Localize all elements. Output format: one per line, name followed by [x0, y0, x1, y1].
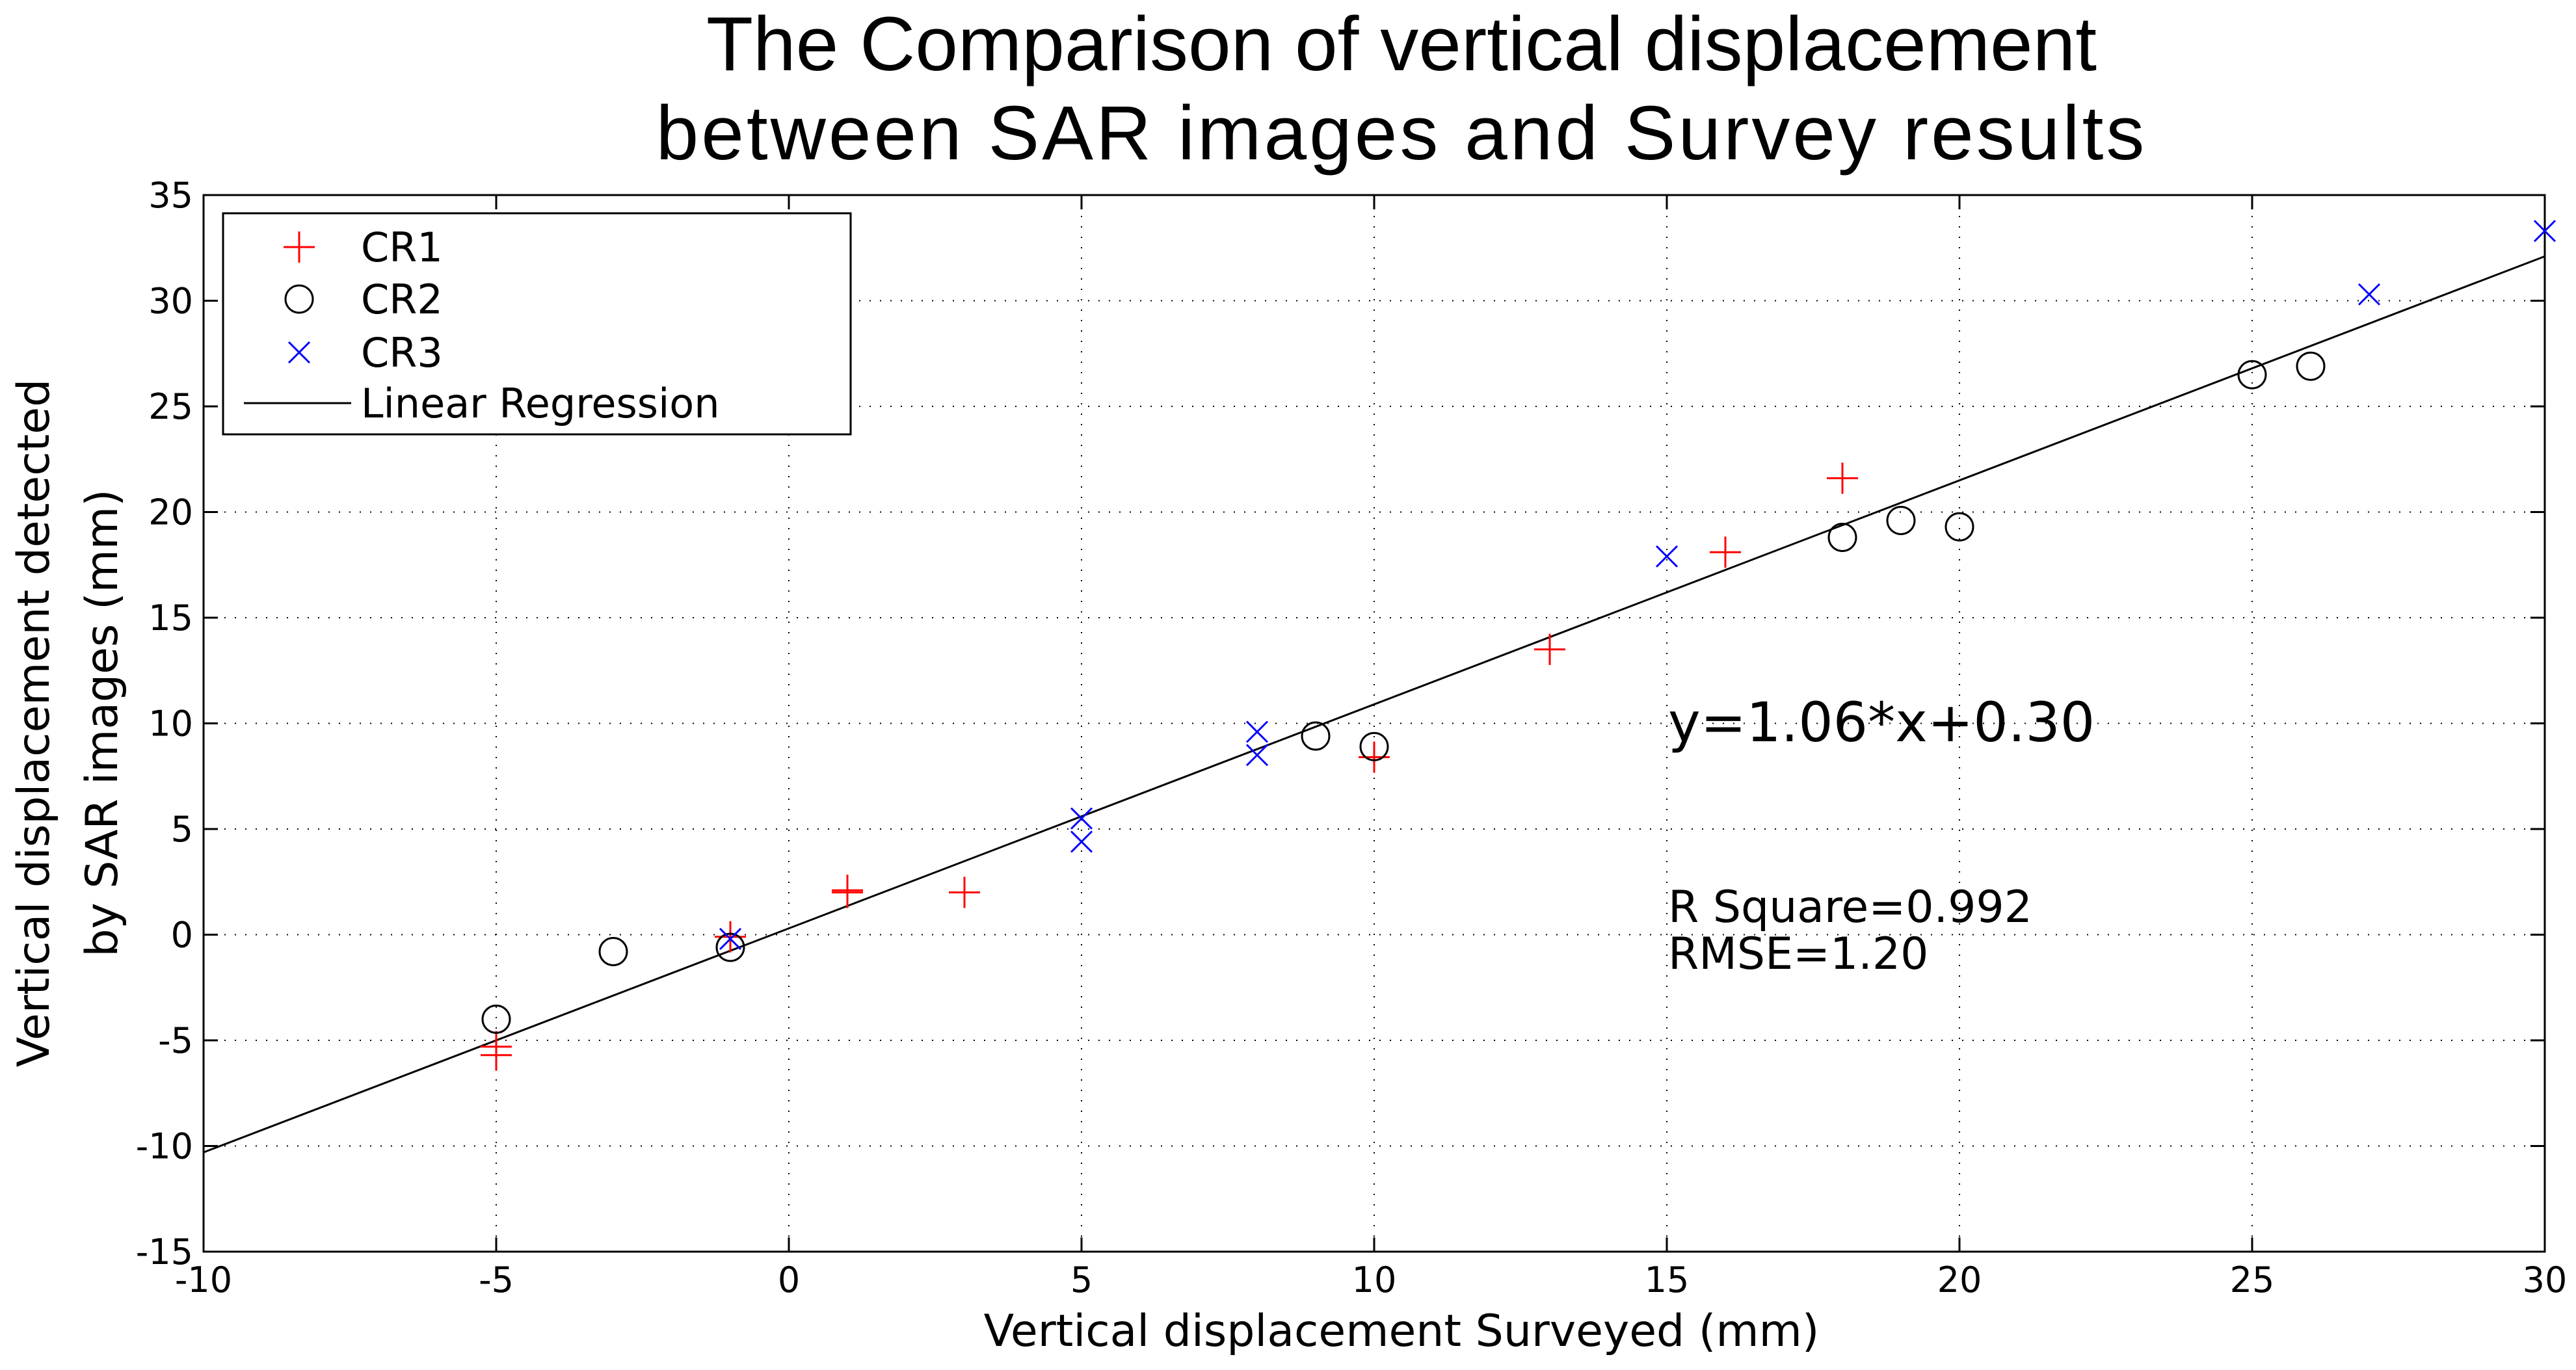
cr1-point [481, 1039, 512, 1071]
legend-label-cr3: CR3 [361, 329, 443, 376]
cr3-point [1655, 545, 1679, 568]
y-tick-label: 35 [148, 175, 193, 216]
x-tick-label: 30 [2523, 1259, 2568, 1300]
axis-ticks [202, 194, 2546, 1253]
cr3-point [719, 927, 742, 951]
cr2-point [2237, 360, 2267, 389]
data-markers [481, 220, 2556, 1071]
cr1-point [832, 876, 863, 908]
legend-marker-cr3 [287, 341, 311, 364]
y-tick-label: -5 [158, 1020, 193, 1061]
legend: CR1 CR2 CR3 Linear Regression [222, 212, 852, 436]
y-tick-label: -10 [136, 1126, 193, 1167]
x-stroke-2 [719, 927, 742, 951]
cr3-point [1070, 807, 1093, 830]
r-square-label: R Square=0.992 [1668, 882, 2032, 933]
legend-label-cr1: CR1 [361, 224, 443, 271]
x-tick-label: 0 [778, 1259, 800, 1300]
y-axis-label-line-1: Vertical displacement detected [8, 379, 60, 1068]
series-cr3 [719, 220, 2556, 951]
x-stroke-2 [1245, 720, 1269, 743]
y-tick-label: 0 [171, 915, 193, 956]
cr2-point [481, 1005, 511, 1034]
x-tick-label: 5 [1070, 1259, 1093, 1300]
legend-marker-cr1 [284, 231, 315, 263]
cr3-point [2533, 220, 2556, 243]
legend-label-cr2: CR2 [361, 276, 443, 323]
x-stroke-2 [1245, 744, 1269, 767]
y-axis-label-line-2: by SAR images (mm) [77, 489, 128, 956]
x-stroke-2 [2533, 220, 2556, 243]
cr2-point [1886, 506, 1916, 535]
rmse-label: RMSE=1.20 [1668, 929, 1928, 980]
cr1-point [1827, 462, 1858, 494]
cr2-point [598, 937, 628, 966]
regression-line [203, 255, 2545, 1153]
series-cr1 [481, 462, 1858, 1071]
y-tick-label: 30 [148, 281, 193, 322]
chart-title-line-2: between SAR images and Survey results [656, 90, 2147, 176]
y-tick-label: 25 [148, 386, 193, 427]
x-tick-label: -5 [479, 1259, 514, 1300]
x-axis-label: Vertical displacement Surveyed (mm) [984, 1306, 1820, 1357]
cr1-point [1359, 741, 1390, 773]
x-tick-label: 10 [1352, 1259, 1397, 1300]
x-tick-label: 20 [1937, 1259, 1982, 1300]
cr3-point [1070, 830, 1093, 853]
cr3-point [2357, 283, 2381, 306]
cr3-point [1245, 744, 1269, 767]
cr1-point [1534, 633, 1565, 665]
legend-marker-cr2 [284, 284, 314, 314]
cr1-point [949, 876, 980, 908]
x-tick-label: 25 [2230, 1259, 2275, 1300]
x-stroke-2 [1655, 545, 1679, 568]
cr1-point [715, 921, 746, 953]
y-tick-label: -15 [136, 1232, 193, 1272]
y-tick-label: 10 [148, 704, 193, 744]
series-cr2 [481, 351, 2326, 1034]
cr3-point [1245, 720, 1269, 743]
x-stroke-2 [2357, 283, 2381, 306]
x-stroke-2 [1070, 807, 1093, 830]
x-tick-labels: -10 -5 0 5 10 15 20 25 30 [175, 1259, 2567, 1300]
y-tick-labels: -15 -10 -5 0 5 10 15 20 25 30 35 [136, 175, 193, 1272]
legend-label-regression: Linear Regression [361, 380, 720, 427]
chart-title-line-1: The Comparison of vertical displacement [706, 1, 2097, 87]
cr2-point [1945, 512, 1974, 542]
y-tick-label: 20 [148, 492, 193, 533]
y-tick-label: 5 [171, 809, 193, 850]
x-tick-label: 15 [1645, 1259, 1690, 1300]
x-tick-label: -10 [175, 1259, 232, 1300]
cr2-point [1359, 731, 1389, 761]
cr2-point [1301, 721, 1331, 751]
cr2-point [715, 932, 745, 962]
legend-box [222, 212, 852, 436]
regression-equation: y=1.06*x+0.30 [1668, 691, 2095, 754]
cr2-point [2296, 351, 2326, 381]
cr2-point [1827, 523, 1857, 552]
x-stroke-2 [1070, 830, 1093, 853]
cr1-point [1710, 536, 1741, 568]
y-tick-label: 15 [148, 598, 193, 639]
